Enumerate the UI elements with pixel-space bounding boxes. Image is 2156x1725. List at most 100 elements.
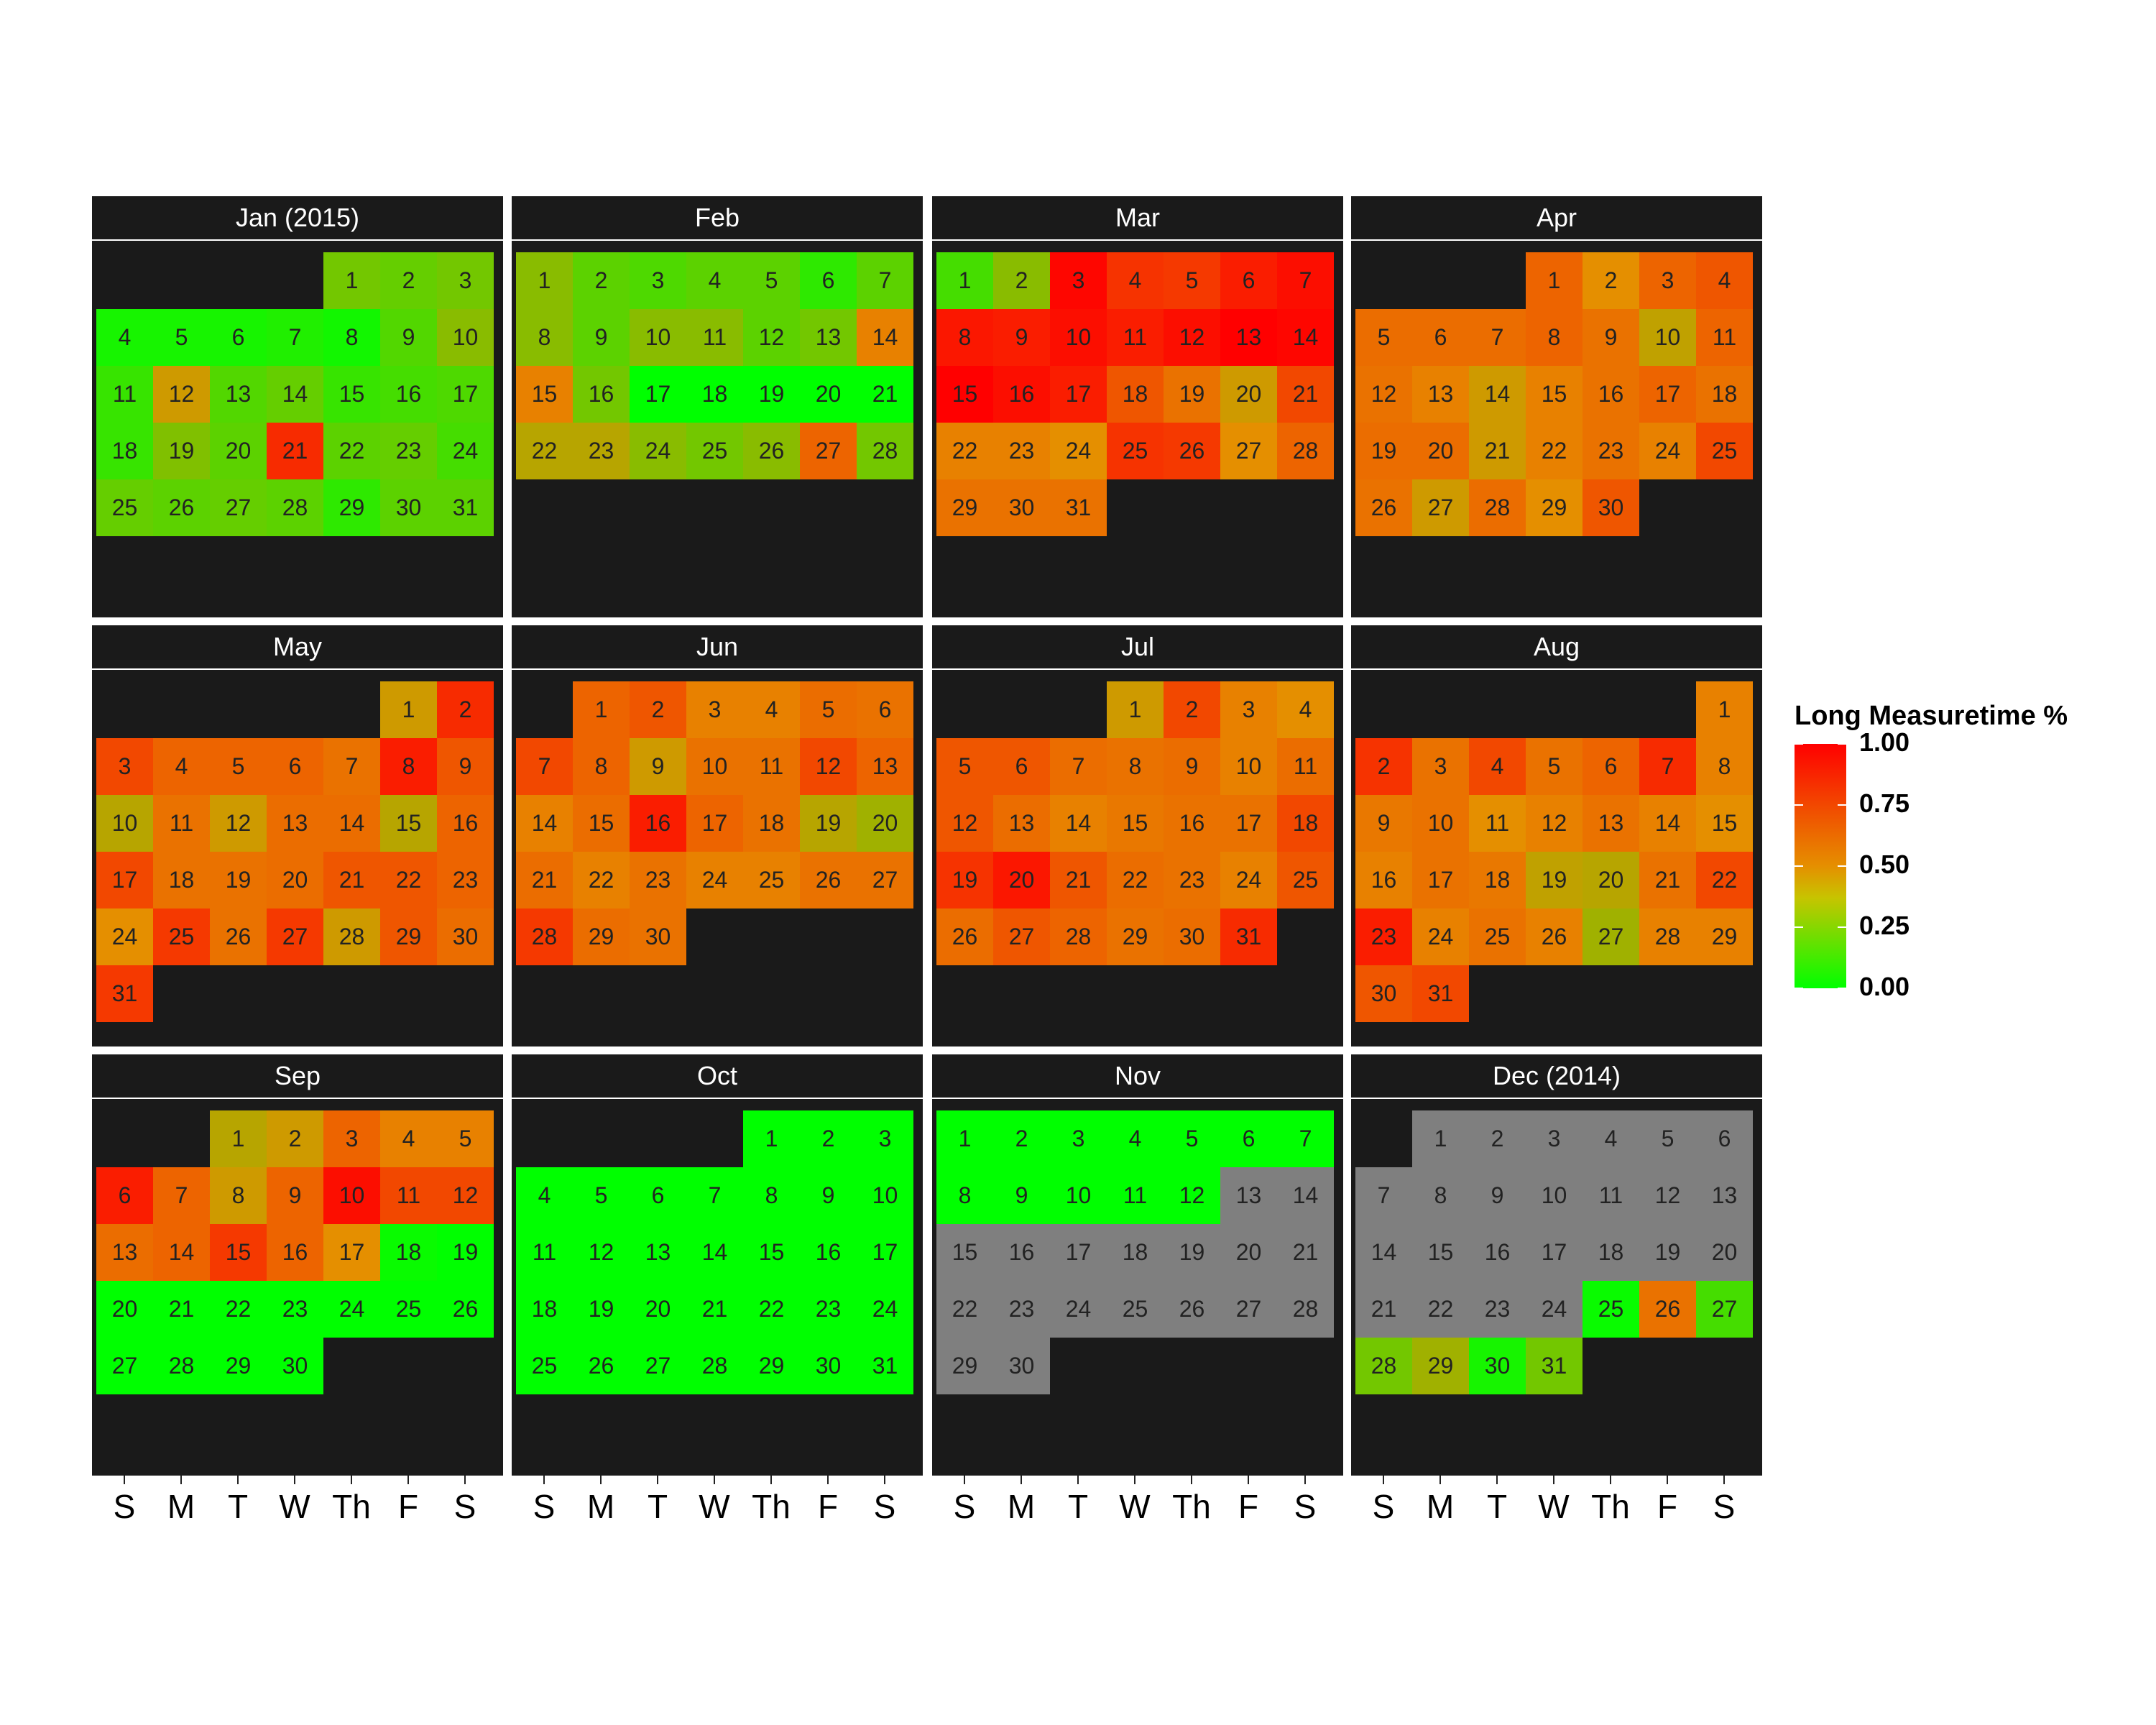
- day-cell: 2: [267, 1110, 323, 1167]
- day-cell: 30: [800, 1338, 857, 1394]
- day-cell: 23: [993, 1281, 1050, 1338]
- weekday-label: M: [1007, 1488, 1036, 1525]
- day-cell: 5: [210, 738, 267, 795]
- day-cell: 19: [153, 423, 210, 479]
- day-cell: 22: [380, 852, 437, 908]
- day-cell: 29: [936, 479, 993, 536]
- day-cell: 24: [1412, 908, 1469, 965]
- weekday-label: S: [1713, 1488, 1736, 1525]
- day-cell: 20: [1583, 852, 1639, 908]
- day-cell: 28: [267, 479, 323, 536]
- day-cell: 4: [743, 681, 800, 738]
- day-cell: 20: [267, 852, 323, 908]
- day-cell: 2: [1355, 738, 1412, 795]
- day-cell: 13: [1583, 795, 1639, 852]
- month-panel: Dec (2014) 1 2 3 4 5 6 7 8 9 10 11 12 13 14 15 16 17 18 19 2…: [1351, 1054, 1762, 1476]
- day-cell: 31: [857, 1338, 913, 1394]
- day-cell: 14: [1050, 795, 1107, 852]
- day-cell: 18: [516, 1281, 573, 1338]
- day-cell: 28: [686, 1338, 743, 1394]
- x-tick: [657, 1476, 658, 1484]
- day-cell: 19: [210, 852, 267, 908]
- day-cell: 3: [1050, 252, 1107, 309]
- day-cell: 16: [267, 1224, 323, 1281]
- day-cell: 19: [743, 366, 800, 423]
- day-cell: 11: [153, 795, 210, 852]
- day-cell: 25: [1583, 1281, 1639, 1338]
- day-cell: 8: [1526, 309, 1583, 366]
- day-cell: 24: [857, 1281, 913, 1338]
- day-cell: 21: [1469, 423, 1526, 479]
- day-cell: 29: [743, 1338, 800, 1394]
- legend-label: 0.50: [1859, 850, 1910, 879]
- day-cell: 18: [1277, 795, 1334, 852]
- day-cell: 3: [323, 1110, 380, 1167]
- day-cell: 31: [437, 479, 494, 536]
- day-cell: 26: [153, 479, 210, 536]
- day-cell: 8: [743, 1167, 800, 1224]
- day-cell: 10: [1050, 1167, 1107, 1224]
- day-cell: 1: [1412, 1110, 1469, 1167]
- month-panel: Oct 1 2 3 4 5 6 7 8 9 10 11 12 13 14 15 16 17 18 19 20 21 22 23…: [512, 1054, 923, 1476]
- day-cell: 1: [380, 681, 437, 738]
- day-cell: 21: [857, 366, 913, 423]
- x-tick: [1021, 1476, 1022, 1484]
- day-cell: 8: [1412, 1167, 1469, 1224]
- day-cell: 17: [1526, 1224, 1583, 1281]
- day-cell: 8: [210, 1167, 267, 1224]
- day-cell: 30: [437, 908, 494, 965]
- day-cell: 28: [153, 1338, 210, 1394]
- month-title: Nov: [932, 1054, 1343, 1098]
- month-title: Jul: [932, 625, 1343, 668]
- day-cell: 6: [1220, 1110, 1277, 1167]
- day-cell: 28: [516, 908, 573, 965]
- x-tick: [827, 1476, 829, 1484]
- day-cell: 2: [1164, 681, 1220, 738]
- day-cell: 4: [96, 309, 153, 366]
- day-cell: 23: [267, 1281, 323, 1338]
- day-cell: 14: [153, 1224, 210, 1281]
- day-cell: 7: [1639, 738, 1696, 795]
- legend-tick: [1838, 743, 1846, 745]
- day-cell: 3: [630, 252, 686, 309]
- day-cell: 16: [1469, 1224, 1526, 1281]
- day-cell: 10: [1639, 309, 1696, 366]
- day-cell: 13: [96, 1224, 153, 1281]
- weekday-label: S: [953, 1488, 976, 1525]
- day-cell: 12: [1164, 1167, 1220, 1224]
- day-cell: 5: [1526, 738, 1583, 795]
- day-cell: 15: [1696, 795, 1753, 852]
- day-cell: 25: [380, 1281, 437, 1338]
- weekday-label: T: [647, 1488, 668, 1525]
- day-cell: 20: [1696, 1224, 1753, 1281]
- day-cell: 22: [936, 1281, 993, 1338]
- day-cell: 3: [857, 1110, 913, 1167]
- month-title: May: [92, 625, 503, 668]
- day-cell: 11: [1583, 1167, 1639, 1224]
- day-cell: 18: [1583, 1224, 1639, 1281]
- day-cell: 16: [630, 795, 686, 852]
- weekday-label: S: [453, 1488, 476, 1525]
- day-cell: 27: [630, 1338, 686, 1394]
- day-cell: 24: [1050, 423, 1107, 479]
- day-cell: 23: [800, 1281, 857, 1338]
- day-cell: 6: [210, 309, 267, 366]
- day-cell: 15: [210, 1224, 267, 1281]
- day-cell: 27: [96, 1338, 153, 1394]
- day-cell: 15: [936, 366, 993, 423]
- day-cell: 6: [857, 681, 913, 738]
- day-cell: 20: [1412, 423, 1469, 479]
- day-cell: 30: [380, 479, 437, 536]
- day-cell: 10: [1412, 795, 1469, 852]
- day-cell: 25: [1107, 423, 1164, 479]
- day-cell: 24: [630, 423, 686, 479]
- day-cell: 8: [573, 738, 630, 795]
- legend-title: Long Measuretime %: [1795, 701, 2068, 731]
- day-cell: 17: [630, 366, 686, 423]
- day-cell: 7: [686, 1167, 743, 1224]
- month-panel: Nov 1 2 3 4 5 6 7 8 9 10 11 12 13 14 15 16 17 18 19 20 21 22 23…: [932, 1054, 1343, 1476]
- day-cell: 11: [1469, 795, 1526, 852]
- day-cell: 29: [573, 908, 630, 965]
- weekday-label: S: [873, 1488, 896, 1525]
